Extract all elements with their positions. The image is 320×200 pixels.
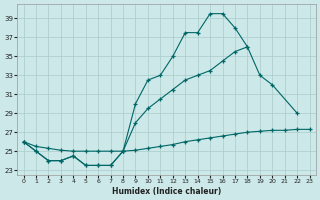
X-axis label: Humidex (Indice chaleur): Humidex (Indice chaleur) [112, 187, 221, 196]
